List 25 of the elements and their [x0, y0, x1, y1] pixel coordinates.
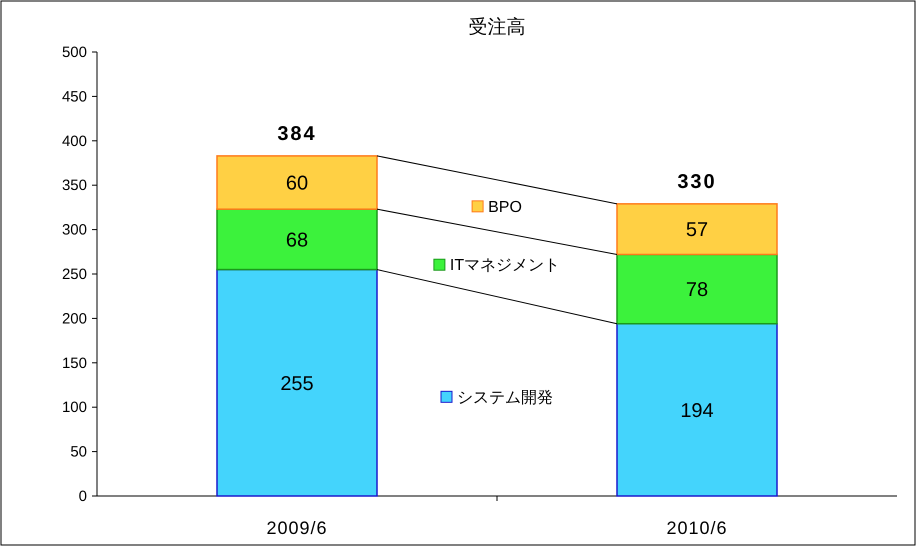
y-tick-label: 200 — [62, 310, 87, 328]
legend-label: システム開発 — [457, 389, 553, 406]
x-tick-label: 2010/6 — [666, 518, 728, 538]
y-tick-label: 150 — [62, 354, 87, 372]
chart-title: 受注高 — [468, 16, 526, 38]
y-tick-label: 350 — [62, 177, 87, 194]
y-tick-label: 450 — [62, 88, 87, 106]
total-label: 330 — [677, 170, 717, 193]
data-label: 57 — [686, 219, 708, 242]
data-label: 60 — [286, 172, 308, 195]
data-label: 255 — [280, 372, 314, 395]
data-label: 194 — [680, 400, 714, 422]
x-tick-label: 2009/6 — [266, 518, 328, 538]
data-label: 78 — [686, 279, 708, 302]
y-tick-label: 50 — [70, 444, 87, 461]
y-tick-label: 400 — [62, 132, 87, 150]
legend-label: ITマネジメント — [450, 257, 560, 274]
legend-label: BPO — [488, 198, 522, 216]
total-label: 384 — [277, 122, 317, 145]
y-tick-label: 0 — [78, 488, 87, 505]
y-tick-label: 300 — [62, 222, 87, 239]
y-tick-label: 500 — [62, 44, 87, 61]
y-tick-label: 250 — [62, 266, 87, 283]
data-label: 68 — [286, 229, 308, 252]
y-tick-label: 100 — [62, 399, 87, 416]
